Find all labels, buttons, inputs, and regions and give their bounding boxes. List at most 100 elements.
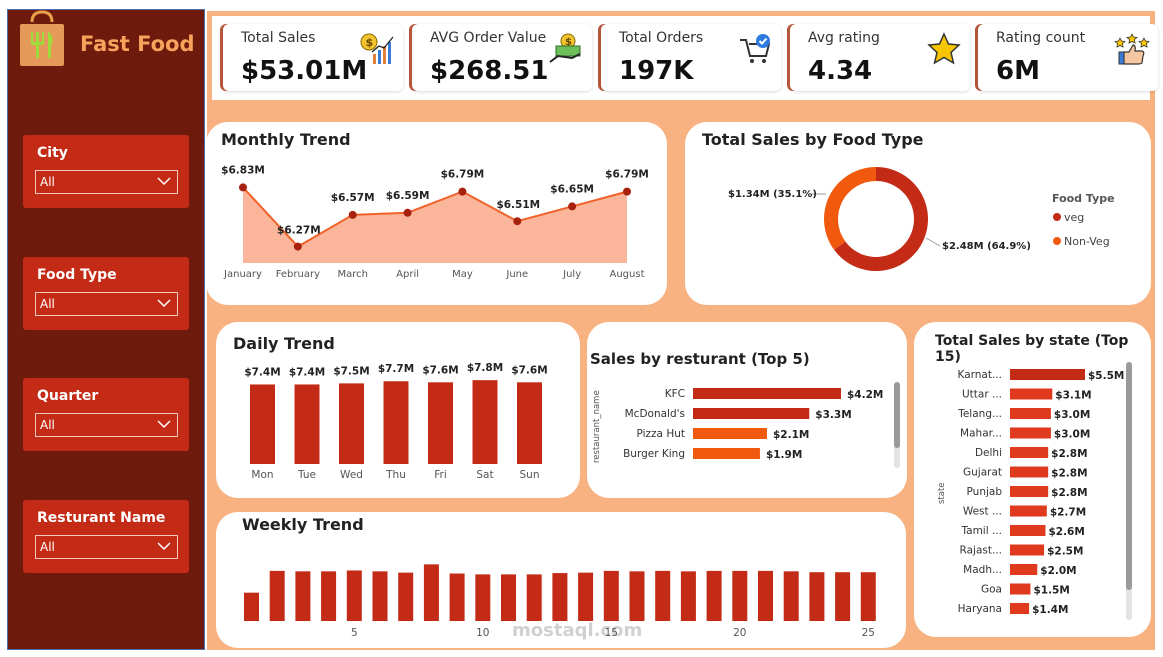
state-data-label: $2.6M: [1048, 526, 1084, 538]
kpi-card-total-orders: Total Orders 197K: [601, 24, 781, 91]
chevron-down-icon: [157, 542, 171, 551]
city-dropdown-value: All: [40, 175, 55, 189]
restaurant-scrollbar[interactable]: [894, 382, 900, 468]
monthly-point: [348, 210, 357, 219]
food-type-slicer-label: Food Type: [37, 267, 117, 283]
kpi-value: 197K: [619, 56, 694, 86]
state-data-label: $3.1M: [1055, 390, 1091, 402]
legend-marker: [1053, 213, 1061, 221]
food-type-dropdown[interactable]: All: [35, 292, 178, 316]
quarter-dropdown[interactable]: All: [35, 413, 178, 437]
state-y-tick: Madh...: [963, 564, 1002, 576]
state-bar: [1010, 388, 1053, 400]
legend-marker: [1053, 237, 1061, 245]
restaurant-bar: [693, 428, 767, 439]
kpi-value: 4.34: [808, 56, 873, 86]
weekly-bar: [321, 571, 337, 621]
quarter-dropdown-value: All: [40, 418, 55, 432]
donut-label-non-veg: $1.34M (35.1%): [728, 189, 817, 200]
monthly-data-label: $6.57M: [331, 192, 375, 204]
daily-bar: [250, 384, 275, 464]
city-dropdown[interactable]: All: [35, 170, 178, 194]
state-data-label: $2.7M: [1050, 507, 1086, 519]
weekly-bar: [603, 570, 619, 621]
monthly-point: [239, 183, 247, 192]
weekly-bar: [423, 564, 439, 621]
state-bar: [1010, 447, 1049, 458]
restaurant-name-dropdown[interactable]: All: [35, 535, 178, 559]
state-y-tick: Uttar ...: [962, 389, 1002, 401]
state-y-tick: Mahar...: [960, 428, 1002, 440]
state-y-tick: Punjab: [967, 486, 1003, 498]
state-scrollbar-thumb[interactable]: [1126, 362, 1132, 590]
weekly-bar: [758, 570, 773, 621]
state-data-label: $2.5M: [1047, 546, 1083, 558]
weekly-bar: [244, 592, 259, 621]
weekly-x-tick: 20: [733, 627, 746, 639]
monthly-trend-chart: $6.83M January $6.27M February $6.57M March $6…: [221, 164, 649, 280]
thumbs-up-stars-icon: [1114, 33, 1150, 65]
cart-check-icon: [740, 34, 771, 63]
kpi-card-rating-count: Rating count 6M: [978, 24, 1158, 91]
weekly-trend-chart: 5 10 15 20 25: [244, 564, 876, 639]
daily-data-label: $7.4M: [289, 366, 325, 378]
state-data-label: $3.0M: [1054, 429, 1090, 441]
sales-chart-icon: $: [360, 33, 394, 64]
state-bar: [1010, 583, 1031, 595]
restaurant-card: Sales by resturant (Top 5) restaurant_na…: [587, 322, 907, 498]
daily-bar: [339, 383, 364, 464]
daily-bar: [428, 382, 453, 464]
monthly-data-label: $6.59M: [386, 190, 430, 202]
monthly-point: [513, 217, 522, 226]
weekly-bar: [269, 570, 285, 621]
money-hand-icon: $: [549, 33, 581, 63]
food-type-donut-chart: $2.48M (64.9%) $1.34M (35.1%) Food Type veg…: [728, 167, 1115, 271]
state-y-tick: West ...: [963, 506, 1002, 518]
restaurant-title: Sales by resturant (Top 5): [590, 350, 810, 368]
state-y-tick: Rajast...: [960, 545, 1002, 557]
weekly-bar: [295, 571, 311, 621]
state-y-tick: Delhi: [975, 447, 1002, 459]
restaurant-bar: [693, 388, 841, 399]
restaurant-chart: restaurant_name KFC $4.2M McDonald's $3.3M Pi…: [592, 388, 883, 463]
brand-name: Fast Food: [80, 32, 195, 56]
daily-data-label: $7.4M: [244, 366, 280, 378]
weekly-trend-card: Weekly Trend 5 10 15 20 25: [216, 512, 906, 648]
weekly-bar: [578, 572, 594, 621]
restaurant-scrollbar-thumb[interactable]: [894, 382, 900, 448]
weekly-trend-title: Weekly Trend: [242, 515, 364, 534]
kpi-card-avg-rating: Avg rating 4.34: [790, 24, 970, 91]
monthly-trend-title: Monthly Trend: [221, 130, 351, 149]
kpi-value: $53.01M: [241, 56, 368, 86]
daily-data-label: $7.5M: [333, 365, 369, 377]
monthly-point: [293, 242, 302, 251]
daily-x-tick: Fri: [434, 469, 447, 481]
state-data-label: $2.8M: [1051, 448, 1087, 460]
food-type-title: Total Sales by Food Type: [702, 130, 924, 149]
monthly-data-label: $6.65M: [550, 183, 594, 195]
daily-data-label: $7.7M: [378, 363, 414, 375]
weekly-bar: [526, 574, 542, 621]
daily-x-tick: Thu: [385, 469, 406, 481]
monthly-point: [623, 187, 631, 196]
monthly-point: [568, 202, 577, 211]
weekly-bar: [809, 572, 825, 621]
daily-trend-chart: $7.4M Mon $7.4M Tue $7.5M Wed $7.7M Thu $7.6M Fri…: [244, 362, 547, 481]
svg-text:$: $: [366, 36, 374, 49]
weekly-bar: [860, 572, 876, 621]
quarter-slicer: Quarter All: [23, 378, 189, 451]
state-y-tick: Haryana: [958, 603, 1002, 615]
star-icon: [927, 32, 961, 65]
state-scrollbar[interactable]: [1126, 362, 1132, 620]
weekly-bar: [398, 572, 414, 621]
restaurant-bar: [693, 408, 810, 419]
daily-x-tick: Sat: [476, 469, 493, 481]
monthly-point: [458, 187, 467, 196]
food-bag-icon: [20, 10, 64, 66]
state-bar: [1010, 427, 1051, 439]
restaurant-data-label: $2.1M: [773, 429, 809, 441]
weekly-x-tick: 10: [476, 627, 489, 639]
restaurant-data-label: $3.3M: [815, 409, 851, 421]
monthly-x-tick: May: [452, 269, 473, 280]
daily-data-label: $7.8M: [467, 362, 503, 374]
